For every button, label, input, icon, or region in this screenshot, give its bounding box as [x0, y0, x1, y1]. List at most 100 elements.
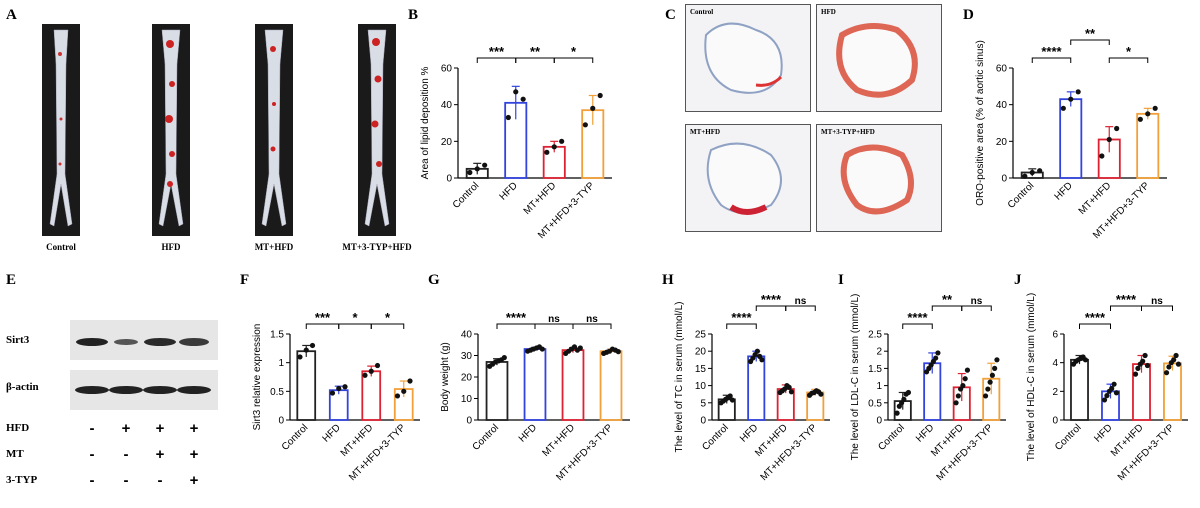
data-point	[1113, 390, 1120, 396]
bar-2	[523, 348, 547, 421]
panel-label-a: A	[6, 7, 17, 23]
significance-label: ns	[548, 314, 560, 325]
x-tick-label: MT+HFD	[522, 180, 559, 217]
data-point	[964, 367, 971, 373]
data-point	[985, 386, 991, 392]
aorta-label-control: Control	[46, 242, 76, 252]
data-point	[1175, 361, 1182, 367]
y-tick-label: 0	[1001, 174, 1007, 185]
y-tick-label: 1.5	[868, 364, 882, 375]
chart-g: 0 10 20 30 40 Body weight (g) Control HFD MT+HFD…	[440, 310, 630, 483]
panel-label-d: D	[963, 7, 974, 23]
data-point	[615, 349, 621, 355]
significance-label: ****	[506, 310, 527, 325]
x-tick-label: Control	[451, 180, 482, 211]
data-point	[901, 396, 907, 402]
panel-label-j: J	[1014, 272, 1022, 288]
panel-label-h: H	[662, 272, 674, 288]
band-sirt3-lane-3	[144, 338, 176, 346]
data-point	[505, 114, 511, 121]
significance-bracket	[726, 323, 757, 329]
blot-sign-3-typ-lane-3: -	[157, 472, 163, 489]
y-tick-label: 40	[461, 330, 473, 341]
y-tick-label: 60	[996, 64, 1008, 75]
chart-h: 0 5 10 15 20 25 The level of TC in serum (mmol…	[674, 292, 830, 483]
data-point	[482, 162, 488, 168]
blot-sign-mt-lane-2: -	[123, 446, 129, 463]
western-blot-image	[70, 320, 218, 410]
x-tick-label: HFD	[738, 422, 760, 444]
bar-4	[599, 350, 623, 421]
data-point	[992, 365, 998, 371]
significance-bracket	[1079, 323, 1111, 329]
histology-image-mt-3typ-hfd: MT+3-TYP+HFD	[816, 124, 942, 232]
significance-label: **	[1085, 26, 1096, 41]
data-point	[754, 348, 760, 354]
y-tick-label: 0	[446, 174, 452, 185]
significance-label: ***	[315, 310, 331, 325]
blot-sign-mt-lane-4: +	[189, 446, 199, 463]
significance-label: ****	[731, 310, 752, 325]
blot-sign-3-typ-lane-4: +	[189, 472, 199, 489]
x-tick-label: HFD	[1092, 422, 1114, 444]
histology-label-control: Control	[690, 8, 714, 16]
data-point	[474, 166, 480, 172]
bar-4	[1136, 112, 1160, 179]
histology-image-control: Control	[685, 4, 811, 112]
y-tick-label: 10	[461, 394, 473, 405]
y-tick-label: 0	[278, 416, 284, 427]
data-point	[786, 384, 792, 390]
data-point	[987, 379, 993, 385]
data-point	[1163, 370, 1170, 376]
y-axis-label: Area of lipid deposition %	[420, 66, 431, 179]
data-point	[1022, 173, 1028, 179]
significance-label: ****	[907, 310, 928, 325]
x-tick-label: MT+HFD	[1077, 180, 1114, 217]
data-point	[1145, 111, 1151, 117]
data-point	[577, 345, 583, 351]
data-point	[1101, 397, 1108, 403]
x-tick-label: MT+HFD+3-TYP	[759, 422, 820, 483]
chart-b: 0 20 40 60 Area of lipid deposition % Control…	[420, 44, 612, 241]
data-point	[590, 105, 596, 111]
x-tick-label: MT+HFD	[540, 422, 577, 459]
data-point	[962, 376, 968, 382]
data-point	[362, 372, 368, 378]
x-tick-label: MT+HFD+3-TYP	[347, 422, 408, 483]
data-point	[297, 354, 303, 360]
data-point	[989, 372, 995, 378]
aorta-photo-mt-3typ-hfd	[358, 24, 396, 236]
data-point	[303, 347, 309, 353]
data-point	[1109, 385, 1115, 392]
histology-image-mt-hfd: MT+HFD	[685, 124, 811, 232]
bar-1	[1070, 358, 1089, 421]
data-point	[935, 350, 941, 356]
data-point	[544, 149, 550, 155]
data-point	[994, 357, 1000, 363]
data-point	[551, 144, 557, 150]
significance-bracket	[961, 305, 992, 311]
y-tick-label: 0	[466, 416, 472, 427]
data-point	[1173, 352, 1179, 359]
data-point	[759, 357, 765, 363]
significance-label: ns	[795, 296, 807, 307]
y-axis-label: The level of HDL-C in serum (mmol/L)	[1026, 293, 1037, 461]
data-point	[329, 390, 336, 396]
data-point	[407, 378, 413, 384]
x-tick-label: HFD	[1053, 180, 1075, 202]
blot-row-label-3-typ: 3-TYP	[6, 474, 38, 486]
data-point	[1166, 364, 1172, 370]
y-tick-label: 6	[1052, 330, 1058, 341]
x-tick-label: Control	[700, 422, 731, 453]
bar-1	[485, 361, 509, 421]
y-tick-label: 0.5	[868, 398, 882, 409]
x-tick-label: Control	[280, 422, 311, 453]
y-tick-label: 30	[461, 351, 473, 362]
data-point	[401, 388, 407, 394]
data-point	[467, 169, 473, 176]
panel-label-i: I	[838, 272, 844, 288]
y-axis-label: The level of TC in serum (mmol/L)	[674, 302, 685, 453]
data-point	[788, 389, 795, 395]
data-point	[1029, 169, 1035, 176]
significance-label: **	[942, 292, 953, 307]
